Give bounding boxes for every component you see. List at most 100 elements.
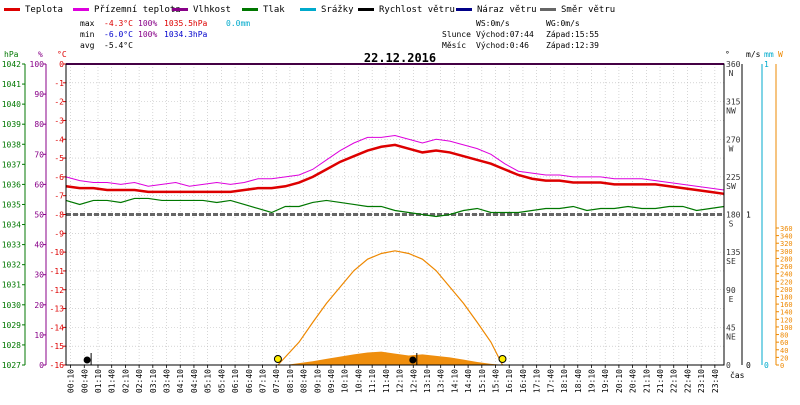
series-line-teplota — [66, 145, 724, 194]
temp-tick-label: -9 — [54, 229, 64, 238]
hpa-tick-label: 1027 — [2, 361, 21, 370]
pct-tick-label: 90 — [34, 90, 44, 99]
direction-tick-label: 45 — [726, 323, 736, 332]
x-tick-label: 03:40 — [163, 369, 172, 393]
temp-tick-label: -10 — [50, 248, 65, 257]
sun-marker-icon — [499, 356, 506, 363]
x-tick-label: 22:10 — [670, 369, 679, 393]
legend-label-vlhkost: Vlhkost — [193, 5, 231, 15]
x-tick-label: 14:10 — [450, 369, 459, 393]
temp-tick-label: -4 — [54, 135, 64, 144]
x-tick-label: 02:10 — [121, 369, 130, 393]
hpa-tick-label: 1030 — [2, 301, 21, 310]
x-tick-label: 20:40 — [629, 369, 638, 393]
legend-swatch-rychlost-vetru — [358, 8, 374, 11]
x-tick-label: 08:40 — [300, 369, 309, 393]
temp-tick-label: -15 — [50, 342, 65, 351]
solar-tick-label: 300 — [780, 248, 793, 256]
x-tick-label: 14:40 — [464, 369, 473, 393]
legend-swatch-tlak — [242, 8, 258, 11]
pct-tick-label: 80 — [34, 120, 44, 129]
x-tick-label: 05:10 — [204, 369, 213, 393]
stat-min-humidity: 100% — [138, 30, 157, 39]
legend-label-naraz-vetru: Náraz větru — [477, 5, 537, 15]
direction-tick-label: 90 — [726, 286, 736, 295]
chart-title: 22.12.2016 — [364, 51, 436, 65]
moon-label: Měsíc — [442, 41, 466, 50]
legend-label-smer-vetru: Směr větru — [561, 5, 615, 15]
x-tick-label: 07:40 — [272, 369, 281, 393]
x-tick-label: 18:10 — [560, 369, 569, 393]
direction-compass-label: SW — [726, 182, 736, 191]
temp-tick-label: -8 — [54, 211, 64, 220]
temp-tick-label: -14 — [50, 323, 65, 332]
wind-tick-label: 1 — [746, 211, 751, 220]
solar-tick-label: 240 — [780, 271, 793, 279]
legend-swatch-srazky — [300, 8, 316, 11]
sun-marker-icon — [274, 356, 281, 363]
hpa-tick-label: 1037 — [2, 160, 21, 169]
legend-item-teplota: Teplota — [4, 5, 63, 15]
x-tick-label: 23:40 — [711, 369, 720, 393]
pct-tick-label: 10 — [34, 331, 44, 340]
solar-tick-label: 220 — [780, 278, 793, 286]
hpa-tick-label: 1031 — [2, 281, 21, 290]
x-tick-label: 21:10 — [642, 369, 651, 393]
x-tick-label: 18:40 — [574, 369, 583, 393]
solar-tick-label: 340 — [780, 233, 793, 241]
pct-tick-label: 50 — [34, 211, 44, 220]
unit-temp: °C — [57, 50, 67, 59]
unit-hpa: hPa — [4, 50, 19, 59]
solar-tick-label: 320 — [780, 240, 793, 248]
direction-tick-label: 0 — [726, 361, 731, 370]
sun-set: Západ:15:55 — [546, 30, 599, 39]
solar-tick-label: 180 — [780, 294, 793, 302]
x-tick-label: 10:10 — [341, 369, 350, 393]
wind-tick-label: 0 — [746, 361, 751, 370]
legend-item-srazky: Srážky — [300, 5, 354, 15]
hpa-tick-label: 1032 — [2, 261, 21, 270]
stat-max-rain: 0.0mm — [226, 19, 250, 28]
solar-tick-label: 100 — [780, 324, 793, 332]
rain-tick-label: 0 — [764, 361, 769, 370]
x-tick-label: 23:10 — [697, 369, 706, 393]
x-axis-label: čas — [730, 370, 745, 380]
pct-tick-label: 70 — [34, 150, 44, 159]
legend-label-teplota: Teplota — [25, 5, 63, 15]
unit-direction: ° — [725, 50, 730, 59]
moon-marker-icon — [84, 357, 91, 364]
pct-tick-label: 30 — [34, 271, 44, 280]
direction-compass-label: S — [729, 220, 734, 229]
temp-tick-label: -1 — [54, 79, 64, 88]
x-tick-label: 12:40 — [409, 369, 418, 393]
x-tick-label: 13:10 — [423, 369, 432, 393]
rain-tick-label: 1 — [764, 60, 769, 69]
legend-item-tlak: Tlak — [242, 5, 285, 15]
unit-rain: mm — [764, 50, 774, 59]
legend-swatch-smer-vetru — [540, 8, 556, 11]
unit-solar: W — [778, 50, 783, 59]
x-tick-label: 11:10 — [368, 369, 377, 393]
x-tick-label: 11:40 — [382, 369, 391, 393]
x-tick-label: 15:40 — [492, 369, 501, 393]
legend-item-smer-vetru: Směr větru — [540, 5, 615, 15]
direction-compass-label: W — [729, 144, 734, 153]
solar-tick-label: 140 — [780, 309, 793, 317]
temp-tick-label: -2 — [54, 98, 64, 107]
legend-item-naraz-vetru: Náraz větru — [456, 5, 537, 15]
x-tick-label: 16:10 — [505, 369, 514, 393]
x-tick-label: 08:10 — [286, 369, 295, 393]
legend-swatch-naraz-vetru — [456, 8, 472, 11]
solar-tick-label: 280 — [780, 255, 793, 263]
x-tick-label: 02:40 — [135, 369, 144, 393]
hpa-tick-label: 1036 — [2, 180, 21, 189]
hpa-tick-label: 1041 — [2, 80, 21, 89]
x-tick-label: 19:40 — [601, 369, 610, 393]
stat-max-temp: -4.3°C — [104, 19, 133, 28]
solar-measured-area — [285, 352, 504, 365]
x-tick-label: 22:40 — [683, 369, 692, 393]
x-tick-label: 04:10 — [176, 369, 185, 393]
moon-marker-icon — [409, 357, 416, 364]
